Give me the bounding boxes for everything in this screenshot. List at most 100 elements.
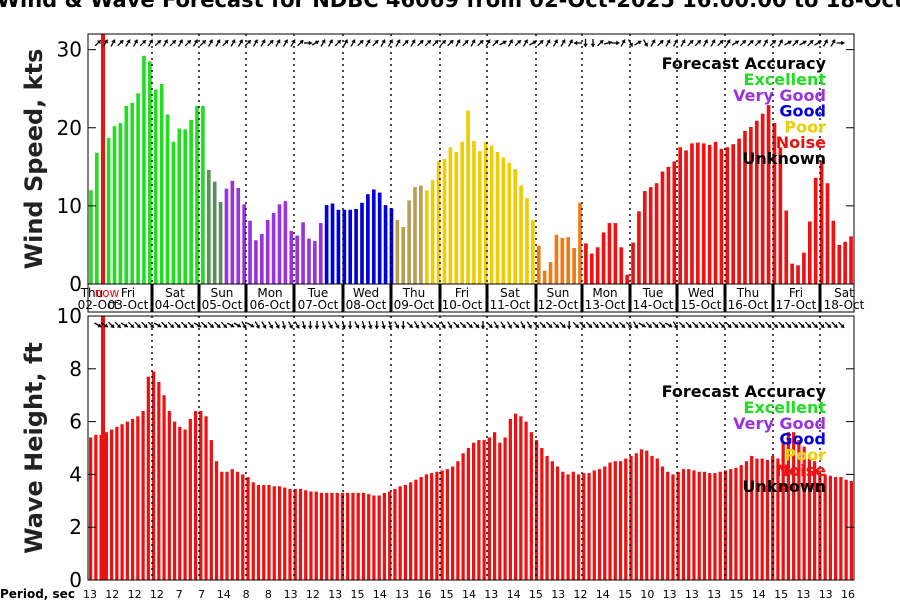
data-bar [466, 448, 470, 580]
direction-arrow-head [171, 40, 176, 45]
direction-arrow-head [268, 324, 274, 329]
direction-arrow-head [395, 324, 400, 329]
direction-arrow-head [608, 40, 612, 46]
data-bar [94, 434, 98, 580]
direction-arrow [814, 40, 822, 46]
direction-arrow [725, 321, 732, 329]
period-value: 7 [176, 588, 183, 600]
direction-arrow [426, 321, 434, 329]
date-label: 12-Oct [538, 298, 579, 312]
direction-arrow [414, 321, 420, 329]
direction-arrow [161, 321, 168, 329]
day-name-label: Sun [547, 286, 570, 300]
data-bar [513, 169, 518, 284]
direction-arrow-head [361, 325, 366, 329]
direction-arrow-head [381, 325, 386, 329]
direction-arrow-head [507, 324, 512, 329]
direction-arrow [387, 39, 394, 47]
direction-arrow-head [448, 324, 453, 329]
direction-arrow [824, 321, 832, 329]
data-bar [837, 244, 842, 284]
data-bar [519, 416, 523, 580]
direction-arrow [268, 321, 274, 329]
data-bar [460, 141, 464, 284]
direction-arrow [327, 39, 334, 47]
data-bar [401, 226, 406, 284]
data-bar [477, 440, 481, 580]
direction-arrow-head [480, 325, 486, 329]
direction-arrow-head [435, 323, 440, 328]
data-bar [778, 147, 783, 284]
direction-arrow-head [269, 40, 274, 45]
direction-arrow [334, 39, 342, 47]
direction-arrow-head [262, 324, 267, 329]
direction-arrow-head [694, 323, 699, 328]
direction-arrow-head [455, 323, 460, 328]
direction-arrow [678, 321, 686, 329]
direction-arrow [645, 321, 653, 329]
direction-arrow-head [242, 324, 247, 329]
direction-arrow-head [336, 40, 341, 45]
y-tick-label: 0 [69, 272, 82, 296]
data-bar [654, 183, 659, 284]
direction-arrow [134, 321, 142, 329]
y-tick-label: 20 [57, 116, 82, 140]
direction-arrow [181, 321, 188, 329]
direction-arrow [127, 321, 135, 329]
day-name-label: Sat [165, 286, 185, 300]
direction-arrow [658, 321, 666, 329]
direction-arrow-head [374, 325, 380, 329]
period-value: 7 [198, 588, 205, 600]
direction-arrow-head [143, 323, 148, 328]
direction-arrow-head [707, 323, 712, 328]
direction-arrow [381, 320, 386, 330]
direction-arrow-head [126, 39, 131, 44]
direction-arrow [477, 39, 484, 47]
direction-arrow [625, 321, 633, 329]
direction-arrow [230, 39, 236, 47]
data-bar [554, 234, 559, 284]
direction-arrow [657, 39, 664, 47]
data-bar [348, 209, 353, 284]
data-bar [529, 432, 533, 580]
direction-arrow [499, 40, 507, 46]
direction-arrow-head [523, 39, 528, 44]
period-value: 13 [328, 588, 342, 600]
data-bar [393, 488, 397, 580]
data-bar [701, 143, 706, 285]
direction-arrow [282, 39, 289, 47]
legend-entry: Poor [784, 117, 826, 136]
direction-arrow-head [475, 323, 480, 328]
direction-arrow [590, 39, 596, 47]
direction-arrow-head [833, 323, 838, 328]
direction-arrow [731, 40, 740, 46]
direction-arrow [402, 39, 409, 47]
data-bar [524, 421, 528, 580]
direction-arrow-head [771, 40, 776, 45]
direction-arrow [466, 321, 473, 329]
data-bar [744, 461, 749, 580]
data-bar [424, 190, 429, 284]
period-row-label: Period, sec [0, 587, 75, 600]
direction-arrow [400, 321, 406, 329]
data-bar [419, 477, 423, 580]
data-bar [831, 220, 836, 284]
direction-arrow-head [97, 323, 102, 328]
period-value: 15 [440, 588, 454, 600]
period-value: 13 [685, 588, 699, 600]
direction-arrow-head [301, 325, 307, 329]
direction-arrow [798, 321, 805, 329]
data-bar [148, 61, 152, 285]
date-label: 11-Oct [490, 298, 531, 312]
data-bar [461, 453, 465, 580]
legend-entry: Good [779, 102, 826, 121]
legend-entry: Unknown [742, 149, 826, 168]
data-bar [265, 219, 270, 284]
period-value: 12 [306, 588, 320, 600]
data-bar [823, 474, 827, 580]
data-bar [776, 458, 780, 580]
direction-arrow [718, 321, 726, 329]
data-bar [595, 247, 600, 284]
direction-arrow-head [295, 324, 300, 329]
direction-arrow [522, 39, 529, 47]
